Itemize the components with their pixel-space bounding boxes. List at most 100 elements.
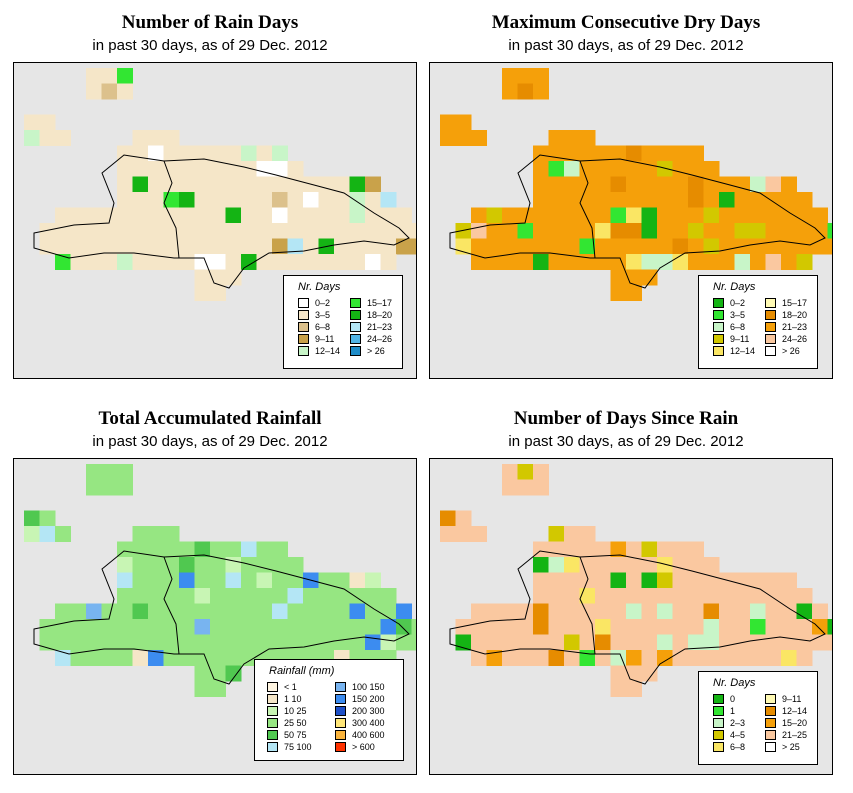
map-grid-cell	[148, 541, 164, 558]
map-grid-cell	[734, 254, 751, 270]
map-grid-cell	[579, 145, 596, 162]
map-grid-cell	[688, 161, 704, 177]
map-grid-cell	[380, 619, 397, 635]
legend-swatch	[335, 742, 346, 752]
map-grid-cell	[548, 161, 565, 177]
legend-swatch	[267, 682, 278, 692]
map-grid-cell	[210, 145, 226, 162]
map-grid-cell	[86, 479, 102, 496]
map-grid-cell	[471, 526, 487, 542]
map-grid-cell	[595, 223, 611, 239]
map-grid-cell	[672, 254, 689, 270]
legend-swatch	[713, 742, 724, 752]
map-grid-cell	[396, 207, 412, 224]
map-grid-cell	[210, 269, 226, 286]
map-grid-cell	[626, 192, 642, 208]
map-grid-cell	[610, 269, 627, 286]
map-grid-cell	[117, 464, 133, 480]
map-grid-cell	[486, 207, 503, 224]
panel-days-since-rain: Number of Days Since Rain in past 30 day…	[416, 396, 836, 786]
legend-swatch	[335, 682, 346, 692]
map-grid-cell	[179, 650, 195, 666]
map-grid-cell	[70, 238, 87, 255]
map-grid-cell	[86, 464, 102, 480]
map-grid-cell	[610, 665, 627, 682]
map-grid-cell	[349, 254, 366, 270]
map-grid-cell	[610, 192, 627, 208]
map-grid-cell	[533, 603, 549, 620]
legend-swatch	[765, 718, 776, 728]
map-grid-cell	[548, 207, 565, 224]
map-grid-cell	[86, 254, 102, 270]
map-grid-cell	[750, 192, 766, 208]
legend-label: 150 200	[352, 694, 385, 704]
map-grid-cell	[564, 603, 580, 620]
map-grid-cell	[334, 619, 350, 635]
map-grid-cell	[502, 254, 518, 270]
map-grid-cell	[641, 619, 658, 635]
map-grid-cell	[533, 634, 549, 651]
map-grid-cell	[132, 588, 149, 604]
legend: Nr. Days 0 1 2–3 4–5 6–8 9–11 12–14 15–2…	[698, 671, 818, 765]
map-grid-cell	[564, 192, 580, 208]
map-grid-cell	[688, 557, 704, 573]
legend-swatch	[267, 718, 278, 728]
map-grid-cell	[210, 634, 226, 651]
legend-label: 75 100	[284, 742, 312, 752]
legend-label: 0–2	[315, 298, 331, 308]
map-grid-cell	[765, 192, 782, 208]
map-grid-cell	[380, 192, 397, 208]
map-grid-cell	[517, 254, 534, 270]
map-grid-cell	[380, 634, 397, 651]
map-grid-cell	[471, 634, 487, 651]
legend-title: Nr. Days	[298, 281, 341, 293]
map-grid-cell	[502, 619, 518, 635]
map-grid-cell	[750, 619, 766, 635]
legend-label: 6–8	[315, 322, 331, 332]
map-grid-cell	[194, 634, 211, 651]
panel-title: Number of Days Since Rain	[513, 408, 739, 429]
map-grid-cell	[440, 114, 456, 131]
map-grid-cell	[734, 572, 751, 589]
map-grid-cell	[225, 223, 242, 239]
map-grid-cell	[55, 223, 71, 239]
map-grid-cell	[672, 192, 689, 208]
map-grid-cell	[303, 238, 319, 255]
map-grid-cell	[148, 207, 164, 224]
map-grid-cell	[287, 572, 304, 589]
map-grid-cell	[626, 254, 642, 270]
map-grid-cell	[241, 619, 257, 635]
map-grid-cell	[225, 254, 242, 270]
map-grid-cell	[318, 207, 335, 224]
map-grid-cell	[179, 145, 195, 162]
map-grid-cell	[765, 223, 782, 239]
map-grid-cell	[210, 254, 226, 270]
map-grid-cell	[595, 176, 611, 193]
map-grid-cell	[688, 603, 704, 620]
map-grid-cell	[548, 634, 565, 651]
map-grid-cell	[256, 207, 273, 224]
panel-rainfall: Total Accumulated Rainfall in past 30 da…	[0, 396, 420, 786]
legend-label: 0	[730, 694, 736, 704]
map-grid-cell	[734, 223, 751, 239]
map-grid-cell	[365, 619, 381, 635]
map-grid-cell	[117, 192, 133, 208]
map-grid-cell	[719, 634, 735, 651]
map-grid-cell	[117, 161, 133, 177]
map-grid-cell	[533, 83, 549, 100]
map-grid-cell	[564, 223, 580, 239]
map-grid-cell	[132, 254, 149, 270]
map-grid-cell	[750, 603, 766, 620]
map-grid-cell	[471, 223, 487, 239]
map-grid-cell	[626, 238, 642, 255]
legend-swatch	[765, 298, 776, 308]
map-grid-cell	[148, 145, 164, 162]
map-grid-cell	[564, 526, 580, 542]
map-grid-cell	[703, 603, 720, 620]
legend-label: 18–20	[782, 310, 808, 320]
map-grid-cell	[657, 541, 673, 558]
map-grid-cell	[610, 145, 627, 162]
map-grid-cell	[117, 254, 133, 270]
map-grid-cell	[256, 254, 273, 270]
map-grid-cell	[672, 619, 689, 635]
